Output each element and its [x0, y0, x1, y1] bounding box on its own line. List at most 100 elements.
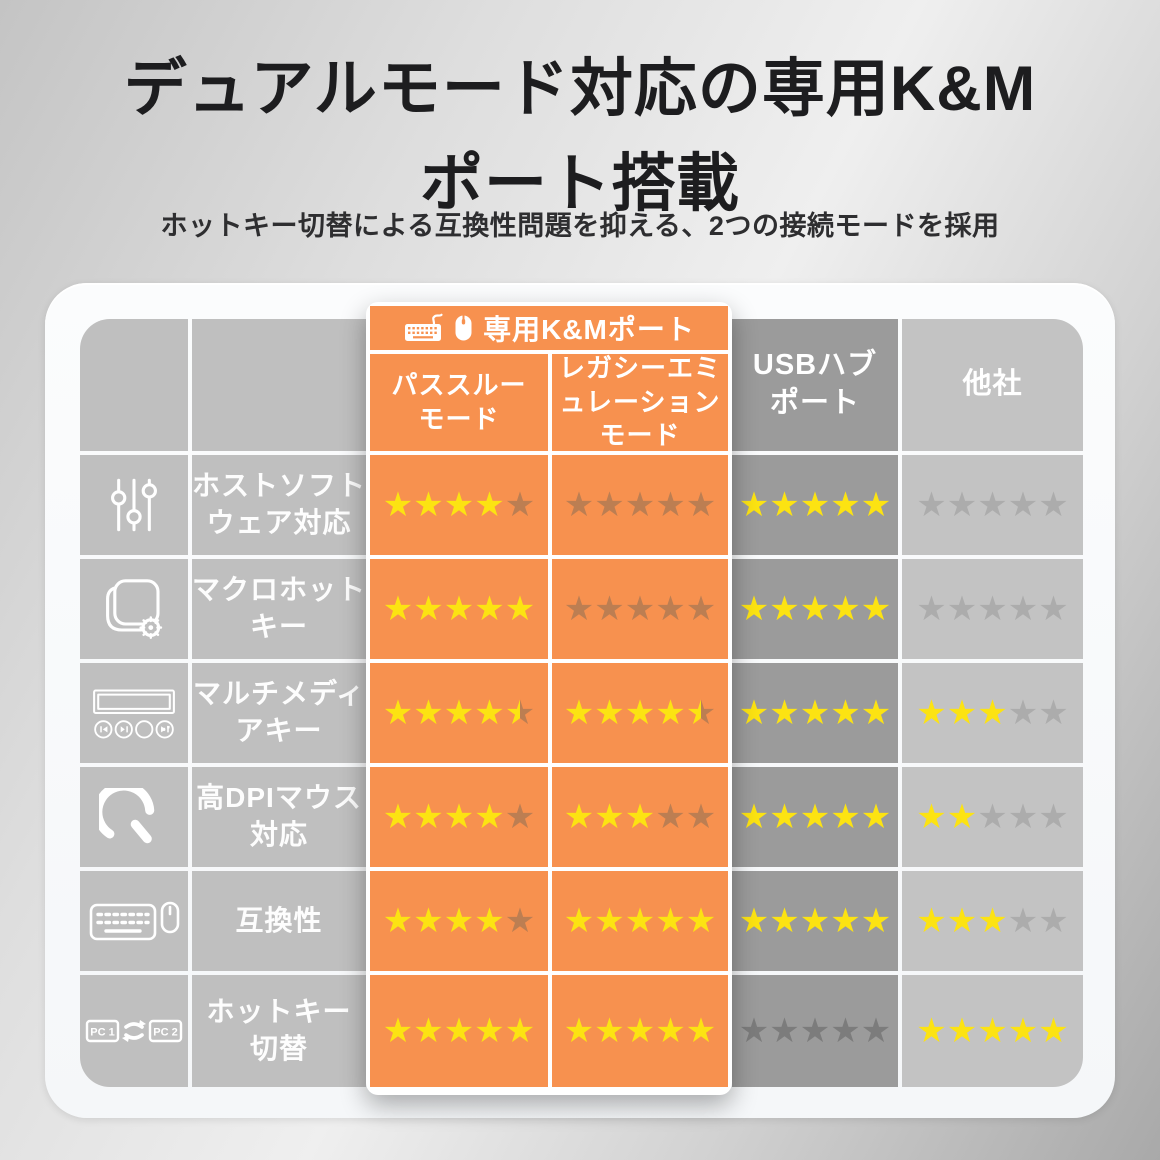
km-port-header: 専用K&Mポート — [370, 306, 728, 350]
star-empty-icon: ★ — [977, 798, 1008, 836]
svg-text:PC 2: PC 2 — [153, 1027, 177, 1039]
svg-text:PC 1: PC 1 — [90, 1027, 114, 1039]
star-filled-icon: ★ — [830, 486, 861, 524]
keyboard-mouse-icon — [88, 894, 180, 948]
row-icon-cell — [80, 663, 188, 763]
star-filled-icon: ★ — [946, 1012, 978, 1050]
star-filled-icon: ★ — [382, 694, 414, 732]
star-empty-icon: ★ — [1038, 486, 1069, 524]
rating-cell-passthrough: ★★★★★ — [370, 455, 548, 555]
star-filled-icon: ★ — [685, 902, 717, 940]
page-subtitle: ホットキー切替による互換性問題を抑える、2つの接続モードを採用 — [160, 211, 1000, 241]
row-label: 高DPIマウス 対応 — [192, 767, 366, 867]
star-filled-icon: ★ — [830, 694, 861, 732]
row-icon-cell — [80, 767, 188, 867]
star-filled-icon: ★ — [474, 590, 505, 628]
star-empty-icon: ★ — [946, 486, 978, 524]
row-icon-cell — [80, 559, 188, 659]
star-empty-icon: ★ — [738, 1012, 770, 1050]
star-empty-icon: ★ — [624, 590, 656, 628]
star-empty-icon: ★ — [916, 590, 947, 628]
column-header-passthrough-mode: パススルー モード — [370, 354, 548, 451]
star-filled-icon: ★ — [916, 798, 947, 836]
star-filled-icon: ★ — [382, 590, 414, 628]
speedometer-icon — [99, 788, 169, 846]
star-rating: ★★★★★ — [916, 592, 1068, 626]
star-filled-icon: ★ — [474, 798, 505, 836]
star-filled-icon: ★ — [946, 694, 978, 732]
rating-cell-passthrough: ★★★★★ — [370, 871, 548, 971]
rating-cell-other-brands: ★★★★★ — [902, 455, 1083, 555]
rating-cell-other-brands: ★★★★★ — [902, 767, 1083, 867]
star-filled-icon: ★ — [594, 1012, 625, 1050]
rating-cell-legacy-emulation: ★★★★★ — [552, 767, 728, 867]
row-label: マルチメディ アキー — [192, 663, 366, 763]
rating-cell-legacy-emulation: ★★★★★ — [552, 559, 728, 659]
star-rating: ★★★★★ — [383, 1014, 535, 1048]
star-filled-icon: ★ — [594, 798, 625, 836]
rating-cell-other-brands: ★★★★★ — [902, 663, 1083, 763]
star-filled-icon: ★ — [830, 798, 861, 836]
rating-cell-passthrough: ★★★★★ — [370, 975, 548, 1087]
star-rating: ★★★★★ — [916, 1014, 1068, 1048]
star-filled-icon: ★ — [443, 694, 475, 732]
star-empty-icon: ★ — [685, 798, 717, 836]
star-empty-icon: ★ — [563, 486, 595, 524]
star-rating: ★★★★★ — [739, 904, 891, 938]
star-filled-icon: ★ — [413, 590, 444, 628]
star-rating: ★★★★★ — [564, 592, 716, 626]
star-filled-icon: ★ — [443, 486, 475, 524]
column-header-usb-hub: USBハブ ポート — [732, 319, 898, 451]
star-empty-icon: ★ — [1007, 902, 1039, 940]
star-filled-icon: ★ — [413, 798, 444, 836]
rating-cell-passthrough: ★★★★★ — [370, 559, 548, 659]
star-half-icon: ★ — [504, 694, 536, 732]
star-filled-icon: ★ — [624, 694, 656, 732]
star-empty-icon: ★ — [655, 590, 686, 628]
star-rating: ★★★★★ — [564, 800, 716, 834]
title-line-2: ポート搭載 — [420, 148, 740, 219]
star-filled-icon: ★ — [443, 798, 475, 836]
row-label: ホットキー 切替 — [192, 975, 366, 1087]
table-corner-cell — [80, 319, 188, 451]
star-rating: ★★★★★ — [383, 696, 535, 730]
star-filled-icon: ★ — [655, 902, 686, 940]
star-rating: ★★★★★ — [916, 488, 1068, 522]
star-filled-icon: ★ — [946, 902, 978, 940]
row-icon-cell — [80, 871, 188, 971]
star-filled-icon: ★ — [624, 1012, 656, 1050]
rating-cell-other-brands: ★★★★★ — [902, 975, 1083, 1087]
rating-cell-usb-hub: ★★★★★ — [732, 455, 898, 555]
star-empty-icon: ★ — [655, 798, 686, 836]
rating-cell-other-brands: ★★★★★ — [902, 871, 1083, 971]
rating-cell-usb-hub: ★★★★★ — [732, 975, 898, 1087]
star-filled-icon: ★ — [1038, 1012, 1069, 1050]
table-corner-cell — [192, 319, 366, 451]
rating-cell-usb-hub: ★★★★★ — [732, 663, 898, 763]
star-empty-icon: ★ — [977, 590, 1008, 628]
rating-cell-legacy-emulation: ★★★★★ — [552, 663, 728, 763]
star-filled-icon: ★ — [1007, 1012, 1039, 1050]
star-filled-icon: ★ — [830, 902, 861, 940]
star-filled-icon: ★ — [916, 902, 947, 940]
star-empty-icon: ★ — [946, 590, 978, 628]
star-filled-icon: ★ — [769, 902, 800, 940]
row-label: マクロホット キー — [192, 559, 366, 659]
star-empty-icon: ★ — [1007, 590, 1039, 628]
star-empty-icon: ★ — [563, 590, 595, 628]
star-filled-icon: ★ — [443, 590, 475, 628]
star-empty-icon: ★ — [1038, 590, 1069, 628]
star-empty-icon: ★ — [655, 486, 686, 524]
star-rating: ★★★★★ — [564, 696, 716, 730]
star-filled-icon: ★ — [799, 590, 831, 628]
keyboard-icon — [405, 313, 443, 341]
rating-cell-usb-hub: ★★★★★ — [732, 559, 898, 659]
star-filled-icon: ★ — [799, 902, 831, 940]
star-rating: ★★★★★ — [916, 800, 1068, 834]
star-rating: ★★★★★ — [383, 904, 535, 938]
star-filled-icon: ★ — [799, 694, 831, 732]
star-filled-icon: ★ — [504, 1012, 536, 1050]
rating-cell-passthrough: ★★★★★ — [370, 663, 548, 763]
star-filled-icon: ★ — [563, 694, 595, 732]
